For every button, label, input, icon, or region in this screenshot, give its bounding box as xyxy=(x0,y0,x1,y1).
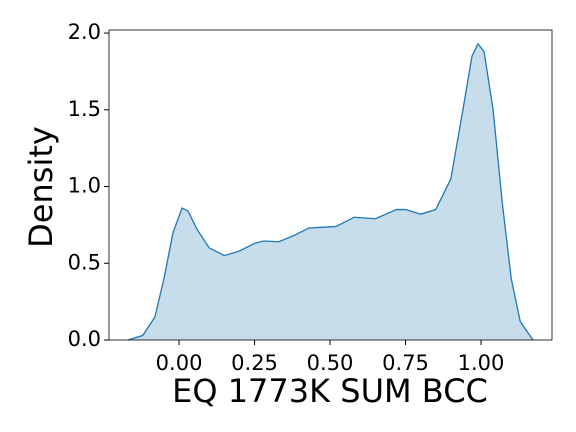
y-tick-label: 2.0 xyxy=(68,20,101,44)
x-tick-label: 0.50 xyxy=(307,351,354,375)
y-tick-label: 0.0 xyxy=(68,327,101,351)
density-area xyxy=(128,43,533,341)
x-tick-label: 0.25 xyxy=(231,351,278,375)
x-tick-label: 1.00 xyxy=(458,351,505,375)
y-tick-label: 1.0 xyxy=(68,174,101,198)
y-axis-label: Density xyxy=(22,126,60,248)
y-tick-label: 0.5 xyxy=(68,250,101,274)
x-tick-label: 0.75 xyxy=(382,351,429,375)
y-tick-label: 1.5 xyxy=(68,97,101,121)
density-line xyxy=(127,42,534,341)
x-axis-label: EQ 1773K SUM BCC xyxy=(172,372,488,410)
x-tick-label: 0.00 xyxy=(156,351,203,375)
